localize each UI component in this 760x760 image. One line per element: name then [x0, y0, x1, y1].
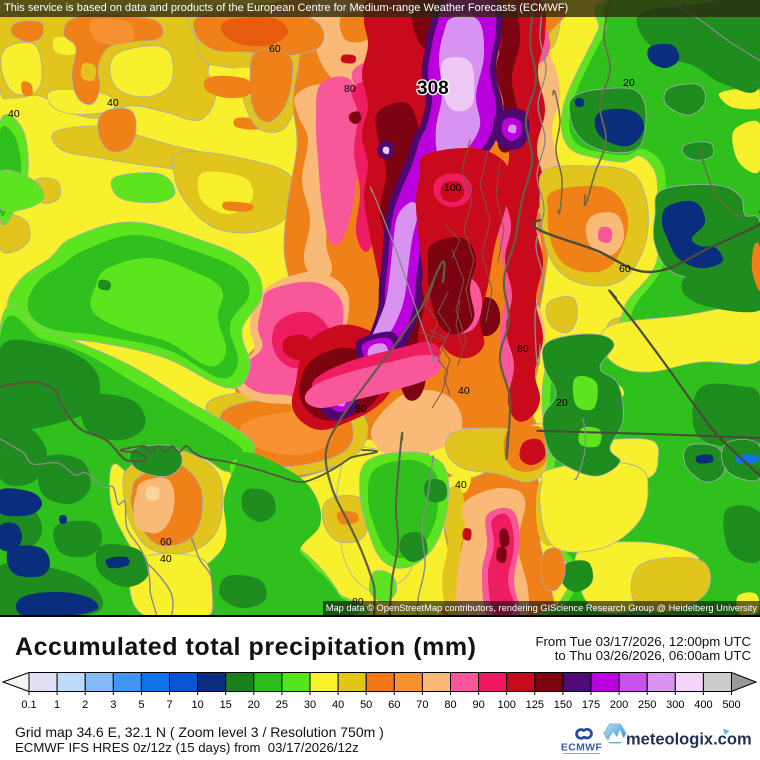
svg-text:20: 20	[248, 699, 260, 711]
svg-text:40: 40	[458, 385, 470, 397]
svg-text:meteologix.com: meteologix.com	[626, 731, 752, 749]
svg-text:70: 70	[416, 699, 428, 711]
svg-text:125: 125	[526, 699, 544, 711]
svg-text:40: 40	[455, 479, 467, 491]
svg-text:25: 25	[276, 699, 288, 711]
svg-text:60: 60	[619, 263, 631, 275]
svg-text:500: 500	[722, 699, 740, 711]
svg-text:308: 308	[417, 78, 449, 99]
svg-text:ECMWF: ECMWF	[561, 742, 602, 754]
svg-text:60: 60	[269, 43, 281, 55]
svg-text:0.1: 0.1	[21, 699, 36, 711]
svg-text:2: 2	[82, 699, 88, 711]
svg-text:250: 250	[638, 699, 656, 711]
svg-text:100: 100	[498, 699, 516, 711]
svg-text:5: 5	[138, 699, 144, 711]
svg-text:60: 60	[388, 699, 400, 711]
svg-text:10: 10	[191, 699, 203, 711]
svg-text:400: 400	[694, 699, 712, 711]
svg-text:30: 30	[304, 699, 316, 711]
svg-text:15: 15	[220, 699, 232, 711]
svg-text:40: 40	[332, 699, 344, 711]
svg-text:300: 300	[666, 699, 684, 711]
svg-text:90: 90	[472, 699, 484, 711]
svg-text:150: 150	[554, 699, 572, 711]
svg-text:80: 80	[517, 343, 529, 355]
svg-text:20: 20	[556, 397, 568, 409]
svg-text:3: 3	[110, 699, 116, 711]
svg-text:80: 80	[355, 403, 367, 415]
svg-text:40: 40	[8, 108, 20, 120]
svg-text:100: 100	[444, 182, 462, 194]
svg-text:40: 40	[107, 97, 119, 109]
svg-text:200: 200	[610, 699, 628, 711]
svg-text:80: 80	[444, 699, 456, 711]
svg-text:20: 20	[623, 77, 635, 89]
svg-text:50: 50	[360, 699, 372, 711]
svg-text:80: 80	[344, 83, 356, 95]
svg-text:7: 7	[166, 699, 172, 711]
svg-text:60: 60	[160, 536, 172, 548]
svg-text:40: 40	[160, 553, 172, 565]
svg-text:1: 1	[54, 699, 60, 711]
svg-text:175: 175	[582, 699, 600, 711]
